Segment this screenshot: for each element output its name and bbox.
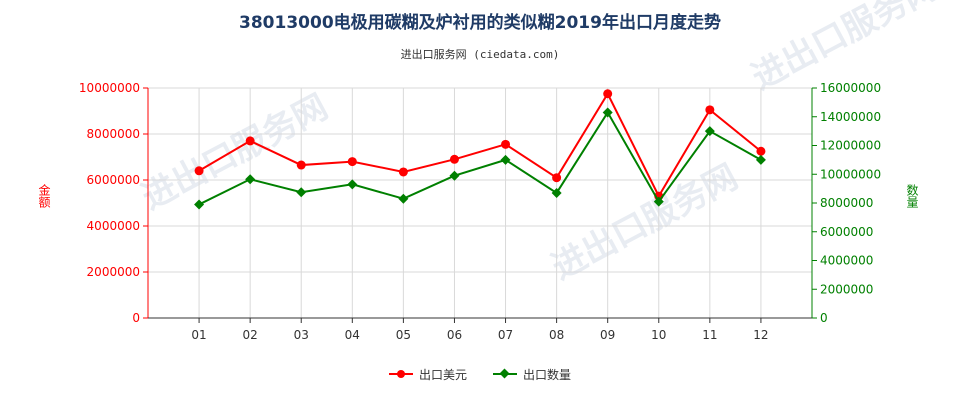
x-tick-label: 10	[651, 328, 666, 342]
y-right-tick-label: 0	[820, 311, 828, 325]
data-point-export-usd	[194, 166, 204, 176]
data-point-export-quantity	[551, 187, 562, 198]
x-tick-label: 07	[498, 328, 513, 342]
legend-label-export-quantity: 出口数量	[523, 367, 572, 382]
data-point-export-usd	[501, 139, 511, 149]
data-point-export-quantity	[449, 170, 460, 181]
legend-swatch-red	[388, 368, 413, 380]
x-tick-label: 02	[243, 328, 258, 342]
data-point-export-quantity	[347, 179, 358, 190]
y-left-tick-label: 10000000	[79, 81, 140, 95]
y-right-tick-label: 2000000	[820, 282, 873, 296]
x-tick-label: 04	[345, 328, 360, 342]
x-tick-label: 08	[549, 328, 564, 342]
y-right-tick-label: 16000000	[820, 81, 881, 95]
y-right-tick-label: 12000000	[820, 139, 881, 153]
data-point-export-usd	[398, 167, 408, 177]
y-right-tick-label: 8000000	[820, 196, 873, 210]
data-point-export-quantity	[653, 196, 664, 207]
data-point-export-usd	[347, 157, 357, 167]
legend-label-export-usd: 出口美元	[418, 367, 467, 382]
data-point-export-usd	[705, 105, 715, 115]
x-tick-label: 01	[191, 328, 206, 342]
legend-item-export-quantity[interactable]: 出口数量	[493, 366, 571, 383]
y-right-tick-label: 6000000	[820, 225, 873, 239]
y-axis-left-label: 金额	[37, 183, 51, 209]
data-point-export-usd	[296, 160, 306, 170]
data-point-export-quantity	[245, 174, 256, 185]
y-left-tick-label: 0	[132, 311, 140, 325]
series-line-export-usd	[198, 91, 762, 199]
y-left-tick-label: 2000000	[87, 265, 140, 279]
x-tick-label: 05	[396, 328, 411, 342]
data-point-export-usd	[245, 136, 255, 146]
y-left-tick-label: 8000000	[87, 127, 140, 141]
y-right-tick-label: 4000000	[820, 254, 873, 268]
legend: 出口美元 出口数量	[0, 364, 960, 384]
y-right-tick-label: 10000000	[820, 167, 881, 181]
data-point-export-quantity	[398, 193, 409, 204]
data-point-export-usd	[552, 173, 562, 183]
y-right-tick-label: 14000000	[820, 110, 881, 124]
x-tick-label: 06	[447, 328, 462, 342]
watermark-text: 进出口服务网	[135, 87, 334, 218]
series-line-export-quantity	[198, 110, 762, 206]
y-left-tick-label: 4000000	[87, 219, 140, 233]
y-left-tick-label: 6000000	[87, 173, 140, 187]
x-tick-label: 09	[600, 328, 615, 342]
data-point-export-usd	[449, 154, 459, 164]
legend-swatch-green	[493, 368, 517, 380]
chart-title: 38013000电极用碳糊及炉衬用的类似糊2019年出口月度走势	[239, 13, 721, 33]
y-axis-right-label: 数量	[905, 183, 919, 208]
data-point-export-quantity	[296, 187, 307, 198]
data-point-export-usd	[603, 89, 613, 99]
data-point-export-usd	[756, 146, 766, 156]
chart-subtitle: 进出口服务网 (ciedata.com)	[400, 48, 560, 61]
data-point-export-quantity	[500, 154, 511, 165]
data-point-export-quantity	[704, 126, 715, 137]
x-tick-label: 12	[753, 328, 768, 342]
x-tick-label: 03	[294, 328, 309, 342]
x-tick-label: 11	[702, 328, 717, 342]
data-point-export-quantity	[194, 199, 205, 210]
data-point-export-quantity	[602, 107, 613, 118]
legend-item-export-usd[interactable]: 出口美元	[388, 366, 467, 383]
data-point-export-quantity	[755, 154, 766, 165]
